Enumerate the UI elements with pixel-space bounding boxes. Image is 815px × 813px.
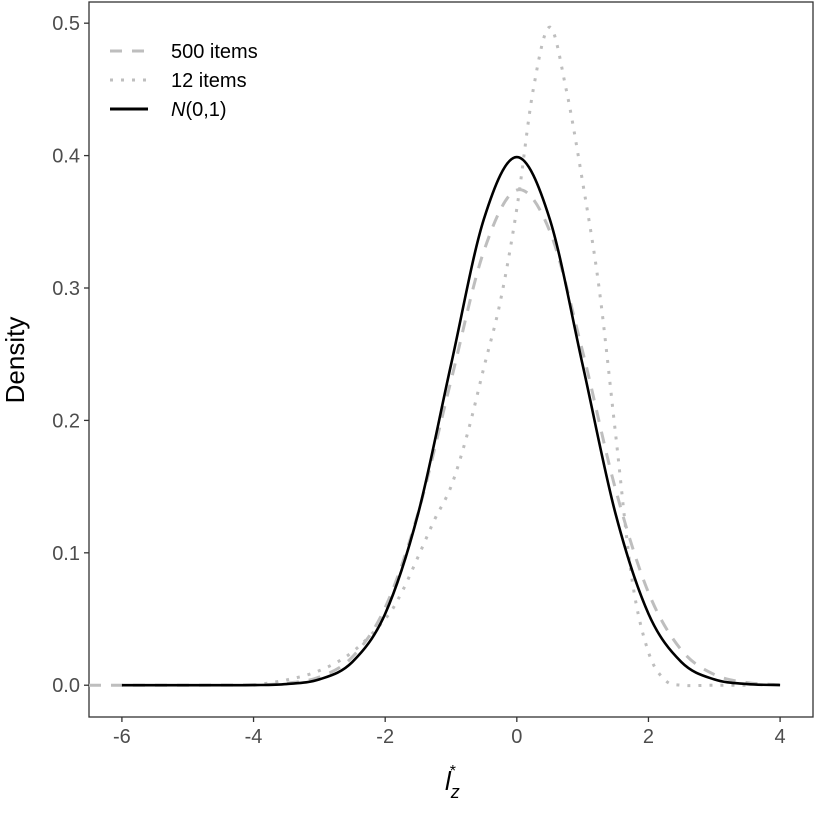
x-axis-title-sup: * (450, 763, 456, 780)
x-tick-label: -6 (113, 726, 131, 748)
series-line-12-items (253, 25, 748, 688)
x-tick-label: 2 (643, 726, 654, 748)
x-tick-label: 0 (511, 726, 522, 748)
y-tick-label: 0.2 (52, 410, 80, 432)
x-tick-label: -4 (245, 726, 263, 748)
y-axis-title: Density (0, 317, 30, 404)
series-line-n-0-1- (121, 155, 781, 687)
y-tick-label: 0.0 (52, 675, 80, 697)
x-axis-title-sub: z (450, 782, 460, 802)
y-tick-label: 0.3 (52, 278, 80, 300)
y-tick-label: 0.4 (52, 146, 80, 168)
series-lines (88, 25, 781, 688)
legend-label-12-items: 12 items (171, 70, 247, 92)
legend-label-normal: N(0,1) (171, 99, 227, 121)
y-tick-label: 0.1 (52, 543, 80, 565)
legend-label-normal-italic: N (171, 99, 186, 121)
y-tick-label: 0.5 (52, 13, 80, 35)
x-axis-title-main: l (445, 766, 452, 796)
x-axis-title: lz * (445, 763, 460, 802)
legend-label-normal-rest: (0,1) (185, 99, 226, 121)
x-tick-label: -2 (376, 726, 394, 748)
legend-label-500-items: 500 items (171, 41, 258, 63)
x-tick-label: 4 (775, 726, 786, 748)
x-axis: -6 -4 -2 0 2 4 (113, 717, 786, 748)
legend: 500 items 12 items N(0,1) (110, 41, 258, 121)
y-axis: 0.0 0.1 0.2 0.3 0.4 0.5 (52, 13, 89, 697)
